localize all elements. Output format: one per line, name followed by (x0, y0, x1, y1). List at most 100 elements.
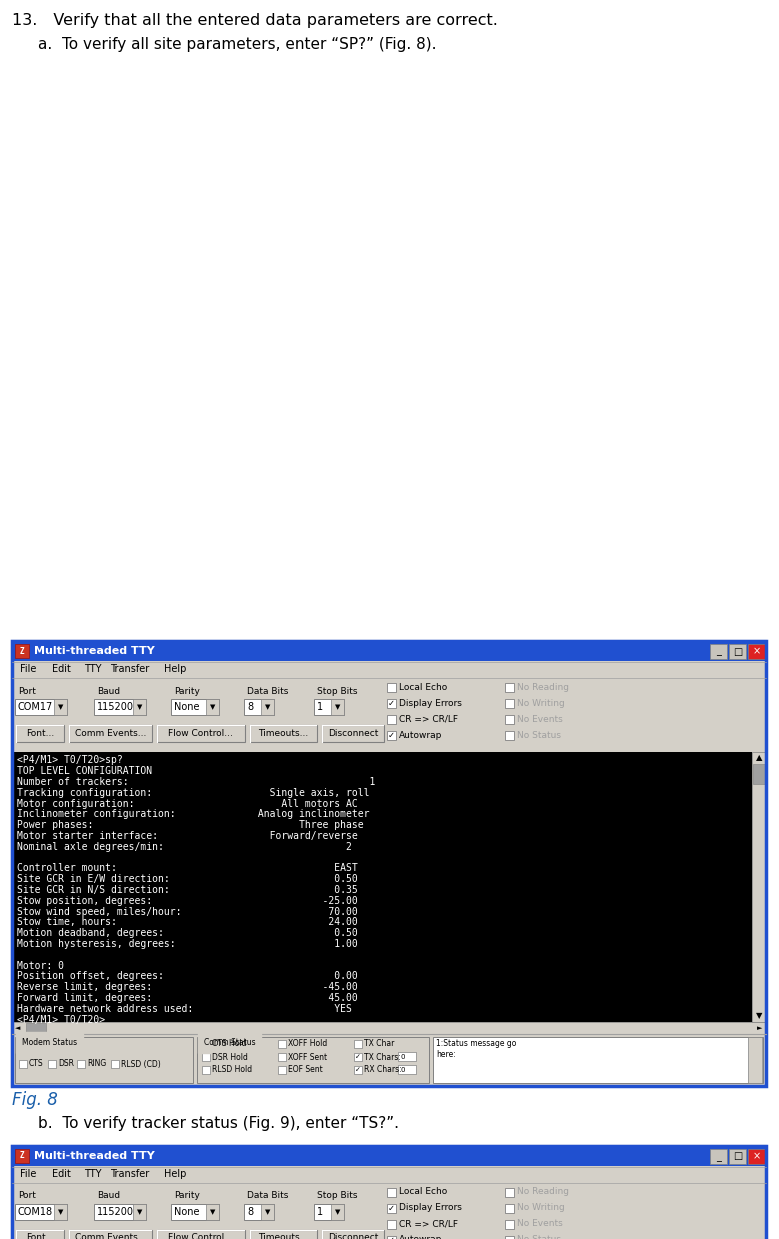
Text: Transfer: Transfer (111, 664, 150, 674)
Bar (753, 764, 765, 784)
Text: Comm Events...: Comm Events... (75, 729, 146, 737)
Text: 1: 1 (317, 1207, 323, 1217)
Text: ▼: ▼ (137, 1209, 143, 1215)
Text: Forward limit, degrees:                              45.00: Forward limit, degrees: 45.00 (17, 992, 358, 1004)
Text: ✓: ✓ (355, 1067, 361, 1073)
Text: <P4/M1> T0/T20>: <P4/M1> T0/T20> (17, 1015, 105, 1025)
Text: Comm Status: Comm Status (204, 1038, 256, 1047)
Text: Hardware network address used:                        YES: Hardware network address used: YES (17, 1004, 352, 1014)
Bar (278, 1040, 286, 1048)
Text: 115200: 115200 (97, 1207, 134, 1217)
Bar (94, 699, 146, 715)
Text: Help: Help (164, 1170, 187, 1180)
Text: Timeouts...: Timeouts... (259, 729, 308, 737)
Text: ►: ► (757, 1025, 763, 1031)
Bar (314, 699, 344, 715)
Text: Autowrap: Autowrap (399, 731, 442, 740)
Text: _: _ (716, 647, 721, 657)
Text: TX Chars:: TX Chars: (364, 1052, 401, 1062)
Text: Motion hysteresis, degrees:                           1.00: Motion hysteresis, degrees: 1.00 (17, 939, 358, 949)
Text: Z: Z (19, 647, 24, 655)
Bar (331, 1204, 344, 1220)
Text: ✓: ✓ (388, 1203, 395, 1213)
Text: Transfer: Transfer (111, 1170, 150, 1180)
Bar (12, 752, 752, 1022)
Text: 13. Verify that all the entered data parameters are correct.: 13. Verify that all the entered data par… (12, 12, 498, 28)
Text: EOF Sent: EOF Sent (288, 1066, 323, 1074)
Bar (77, 1061, 85, 1068)
Text: No Reading: No Reading (517, 683, 569, 691)
Text: Data Bits: Data Bits (247, 686, 288, 695)
Bar (387, 683, 396, 693)
Bar (48, 1061, 56, 1068)
Bar (398, 1052, 416, 1061)
Bar (133, 1204, 146, 1220)
Bar (748, 1149, 765, 1163)
Bar (261, 699, 274, 715)
Text: Multi-threaded TTY: Multi-threaded TTY (34, 646, 155, 655)
Text: RLSD (CD): RLSD (CD) (121, 1059, 160, 1068)
Bar (314, 1204, 344, 1220)
Text: No Events: No Events (517, 715, 562, 724)
Text: Baud: Baud (97, 1192, 120, 1201)
Bar (433, 1037, 763, 1083)
Bar (505, 1204, 514, 1213)
Bar (387, 1237, 396, 1239)
Text: Motor: 0: Motor: 0 (17, 960, 64, 970)
Bar (202, 1053, 210, 1061)
Bar (387, 715, 396, 724)
Bar (505, 715, 514, 724)
Bar (710, 644, 727, 659)
Text: Stow wind speed, miles/hour:                         70.00: Stow wind speed, miles/hour: 70.00 (17, 907, 358, 917)
Bar (748, 644, 765, 659)
Bar (250, 725, 317, 742)
Text: Flow Control...: Flow Control... (168, 1234, 233, 1239)
Text: Motion deadband, degrees:                             0.50: Motion deadband, degrees: 0.50 (17, 928, 358, 938)
Text: Baud: Baud (97, 686, 120, 695)
Bar (15, 1037, 193, 1083)
Text: Multi-threaded TTY: Multi-threaded TTY (34, 1151, 155, 1161)
Text: Z: Z (19, 1151, 24, 1161)
Text: Comm Events...: Comm Events... (75, 1234, 146, 1239)
Text: Motor configuration:                         All motors AC: Motor configuration: All motors AC (17, 799, 358, 809)
Bar (157, 1230, 245, 1239)
Bar (354, 1053, 362, 1061)
Text: 0: 0 (400, 1054, 405, 1061)
Bar (505, 1220, 514, 1229)
Bar (15, 644, 29, 658)
Text: ▼: ▼ (58, 704, 63, 710)
Text: Flow Control...: Flow Control... (168, 729, 233, 737)
Bar (15, 699, 67, 715)
Text: ✓: ✓ (388, 699, 395, 707)
Text: Edit: Edit (52, 664, 71, 674)
Bar (12, 1022, 766, 1035)
Text: CR => CR/LF: CR => CR/LF (399, 715, 458, 724)
Text: File: File (20, 664, 37, 674)
Text: Reverse limit, degrees:                             -45.00: Reverse limit, degrees: -45.00 (17, 983, 358, 992)
Text: No Writing: No Writing (517, 1203, 565, 1213)
Bar (94, 1204, 146, 1220)
Text: Display Errors: Display Errors (399, 699, 462, 707)
Bar (12, 1035, 766, 1087)
Bar (387, 699, 396, 707)
Bar (729, 644, 746, 659)
Text: Edit: Edit (52, 1170, 71, 1180)
Bar (15, 1149, 29, 1163)
Text: CTS Hold: CTS Hold (212, 1040, 246, 1048)
Bar (16, 725, 64, 742)
Bar (15, 1204, 67, 1220)
Bar (710, 1149, 727, 1163)
Bar (398, 1066, 416, 1074)
Text: a.  To verify all site parameters, enter “SP?” (Fig. 8).: a. To verify all site parameters, enter … (38, 37, 436, 52)
Text: ▼: ▼ (335, 1209, 340, 1215)
Text: ✓: ✓ (388, 1235, 395, 1239)
Text: No Writing: No Writing (517, 699, 565, 707)
Text: No Status: No Status (517, 1235, 561, 1239)
Text: CTS: CTS (29, 1059, 44, 1068)
Text: ✓: ✓ (355, 1054, 361, 1061)
Text: Disconnect: Disconnect (328, 729, 378, 737)
Bar (12, 676, 766, 752)
Bar (69, 725, 152, 742)
Bar (12, 641, 766, 1087)
Text: 8: 8 (247, 703, 253, 712)
